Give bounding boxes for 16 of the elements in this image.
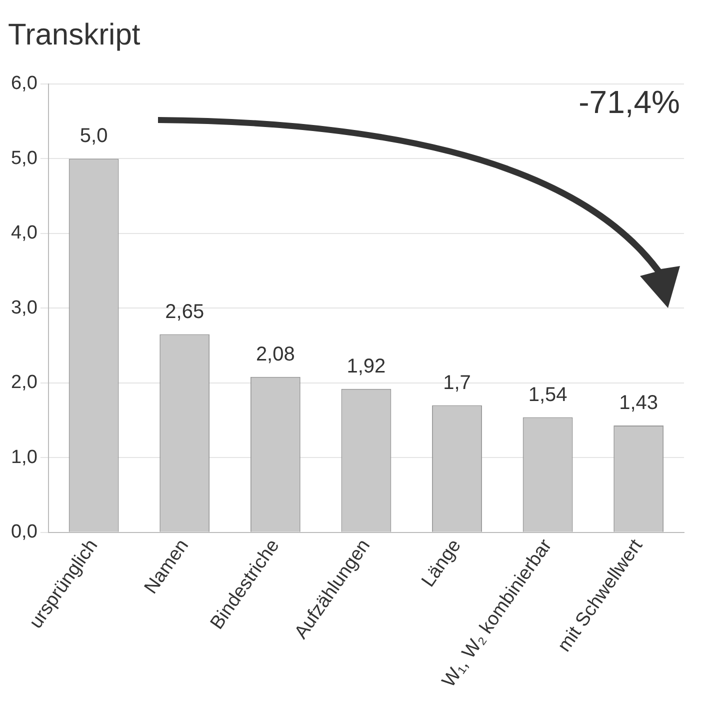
y-tick-label: 5,0 (10, 148, 38, 169)
y-tick-label: 3,0 (10, 297, 38, 318)
data-label: 2,08 (256, 343, 295, 366)
y-tick-label: 1,0 (10, 446, 38, 468)
annotation: -71,4% (578, 84, 680, 120)
chart-title: Transkript (8, 18, 141, 52)
y-tick-label: 2,0 (10, 372, 38, 394)
data-label: 1,43 (619, 392, 658, 414)
y-tick-label: 0,0 (10, 522, 38, 543)
y-tick-label: 6,0 (10, 73, 38, 94)
y-tick-label: 4,0 (10, 222, 38, 244)
data-label: 5,0 (80, 125, 108, 148)
data-label: 1,7 (443, 372, 471, 394)
data-label: 2,65 (165, 300, 204, 323)
data-label: 1,92 (346, 355, 386, 378)
data-label: 1,54 (528, 384, 568, 406)
